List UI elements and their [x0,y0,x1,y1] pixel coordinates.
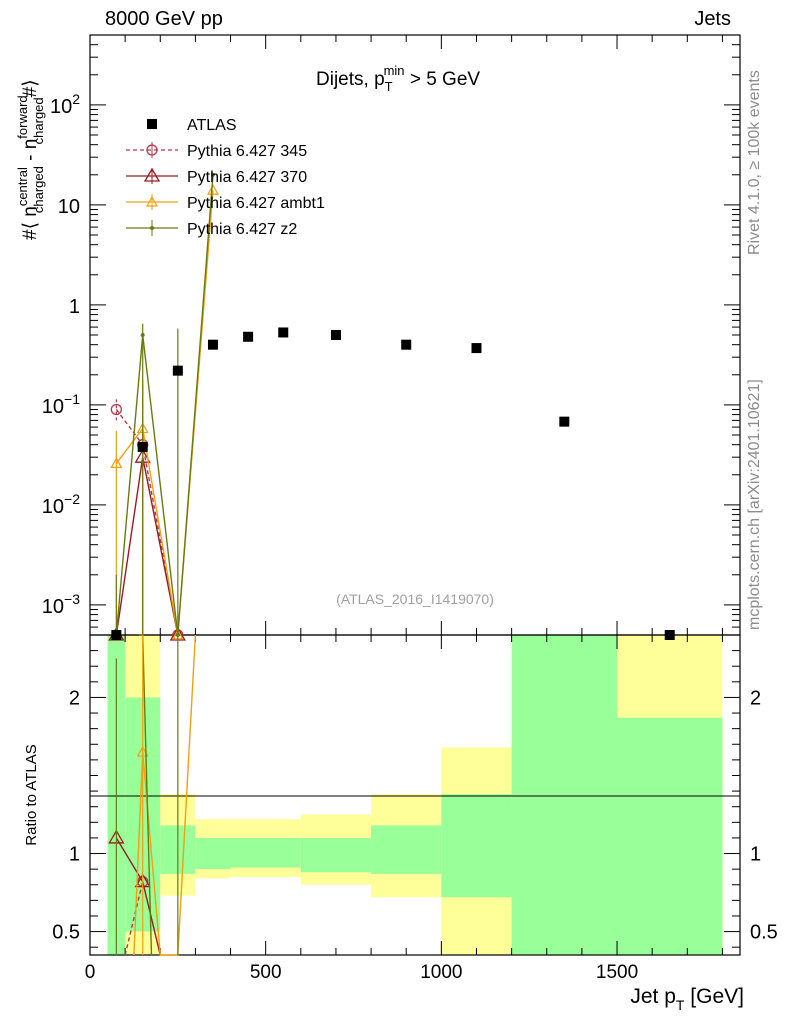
y-tick-label-10: 10 [58,196,80,218]
atlas-point-2 [172,365,183,376]
y-axis-title-prefix: #⟨ n [20,206,41,240]
atlas-point-5 [278,327,289,338]
atlas-point-4 [243,331,254,342]
plot-title-sup: min [384,63,405,78]
x-axis-title-sub: T [676,997,685,1013]
ratio-tick-label-left-1: 1 [69,844,80,866]
y-axis-title-sub1: charged [31,166,46,213]
analysis-label: (ATLAS_2016_I1419070) [336,591,494,607]
atlas-point-6 [330,330,341,340]
y-tick-label-0.01: 10−2 [42,491,80,518]
y-axis-ticks-ratio: 0.5 0.5 1 1 2 2 [52,634,778,948]
atlas-point-1 [137,441,148,452]
band-inner-6 [371,825,442,874]
band-inner-5 [300,837,372,873]
y-axis-title-sup1: central [15,167,30,206]
ratio-y-axis-title: Ratio to ATLAS [23,744,40,845]
series-point-z2-3 [210,172,215,177]
x-axis-title: Jet pT [GeV] [630,985,744,1013]
x-axis-title-tail: [GeV] [684,985,744,1008]
y-axis-title-suffix: #⟩ [20,79,41,97]
legend-label-ambt1: Pythia 6.427 ambt1 [187,195,325,212]
x-tick-label-500: 500 [250,962,282,983]
mc-series-ratio [108,634,197,956]
y-axis-title-sub2: charged [31,97,46,144]
band-inner-8 [511,635,618,955]
series-point-z2-1 [140,333,145,337]
legend-label-p370: Pythia 6.427 370 [187,169,307,186]
series-point-p345-0 [110,403,123,416]
band-inner-3 [195,837,231,870]
x-tick-label-1500: 1500 [596,962,638,983]
atlas-point-7 [401,339,412,350]
atlas-point-10 [664,630,675,640]
band-inner-9 [617,717,723,955]
legend-marker-z2 [150,226,154,230]
legend-marker-atlas [147,119,157,129]
plot-title-main: Dijets, p [316,69,385,90]
band-inner-7 [441,794,512,898]
atlas-point-8 [471,343,482,354]
series-line-p370 [115,457,179,636]
plot-title-tail: > 5 GeV [405,69,481,90]
atlas-data-points [111,327,675,640]
ratio-line-ambt1 [133,634,197,956]
mc-series-main [108,172,219,641]
series-line-z2 [115,174,214,636]
legend: ATLAS Pythia 6.427 345 Pythia 6.427 370 Pyt… [126,117,325,238]
ratio-tick-label-right-0.5: 0.5 [750,922,778,944]
y-tick-label-1: 1 [69,296,80,318]
y-tick-label-0.1: 10−1 [42,391,80,418]
legend-marker-p370 [143,167,161,182]
ratio-panel-frame [89,634,741,956]
ratio-tick-label-left-2: 2 [69,687,80,709]
plot-title-sub: T [385,79,393,94]
plot-title: Dijets, pTmin > 5 GeV [316,63,480,94]
atlas-point-0 [111,630,122,640]
series-point-ambt1-0 [110,457,123,468]
legend-label-atlas: ATLAS [187,117,237,134]
band-inner-4 [230,837,301,868]
atlas-point-9 [559,416,570,427]
x-axis-ticks: 0 500 1000 1500 [85,35,723,983]
header-category-label: Jets [694,8,731,30]
y-axis-ticks-main: 10−3 10−2 10−1 1 10 102 [42,34,740,636]
y-tick-label-100: 102 [50,91,80,118]
series-point-ambt1-3 [206,184,219,195]
header-energy-label: 8000 GeV pp [105,8,223,30]
y-axis-title-sup2: forward [15,95,30,138]
ratio-tick-label-right-1: 1 [750,844,761,866]
ratio-line-p345 [124,881,144,956]
y-axis-title: #⟨ ncentralcharged - nforwardcharged#⟩ [15,79,46,240]
x-axis-title-main: Jet p [630,985,676,1008]
x-tick-label-1000: 1000 [420,962,462,983]
legend-marker-p345 [146,144,158,156]
x-tick-label-0: 0 [85,962,96,983]
ratio-uncertainty-bands [107,635,723,955]
ratio-tick-label-left-0.5: 0.5 [52,922,80,944]
y-axis-title-mid: - n [20,139,41,166]
ratio-tick-label-right-2: 2 [750,687,761,709]
atlas-point-3 [207,339,218,350]
legend-label-z2: Pythia 6.427 z2 [187,221,297,238]
legend-label-p345: Pythia 6.427 345 [187,143,307,160]
legend-marker-ambt1 [145,195,159,207]
y-tick-label-0.001: 10−3 [42,591,80,618]
